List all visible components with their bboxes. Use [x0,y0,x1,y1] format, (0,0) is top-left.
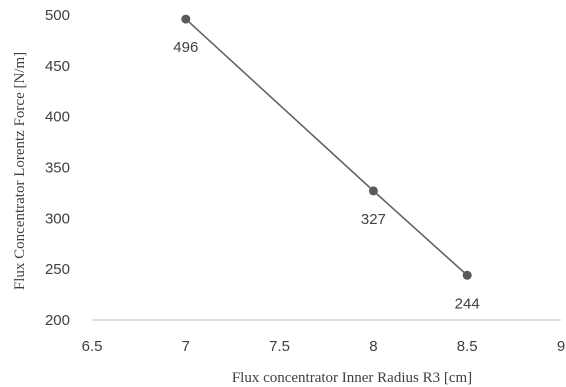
x-tick-label: 7 [182,338,190,355]
x-tick-label: 8 [369,338,377,355]
y-tick-label: 250 [45,261,70,278]
x-tick-label: 8.5 [457,338,478,355]
data-point [181,14,191,24]
data-point [462,270,472,280]
series-line [185,18,468,276]
y-axis-ticks: 200 250 300 350 400 450 500 [45,7,70,329]
y-tick-label: 450 [45,58,70,75]
y-tick-label: 500 [45,7,70,24]
y-axis-title: Flux Concentrator Lorentz Force [N/m] [12,52,28,290]
series-group: 496 327 244 [173,14,480,312]
x-tick-label: 7.5 [269,338,290,355]
y-tick-label: 200 [45,312,70,329]
y-tick-label: 350 [45,160,70,177]
data-label: 244 [455,295,480,312]
data-point [368,186,378,196]
x-tick-label: 9 [557,338,565,355]
y-tick-label: 300 [45,210,70,227]
data-label: 327 [361,211,386,228]
x-axis-title: Flux concentrator Inner Radius R3 [cm] [232,370,472,386]
y-tick-label: 400 [45,109,70,126]
x-tick-label: 6.5 [82,338,103,355]
data-label: 496 [173,39,198,56]
x-axis-ticks: 6.5 7 7.5 8 8.5 9 [82,338,566,355]
